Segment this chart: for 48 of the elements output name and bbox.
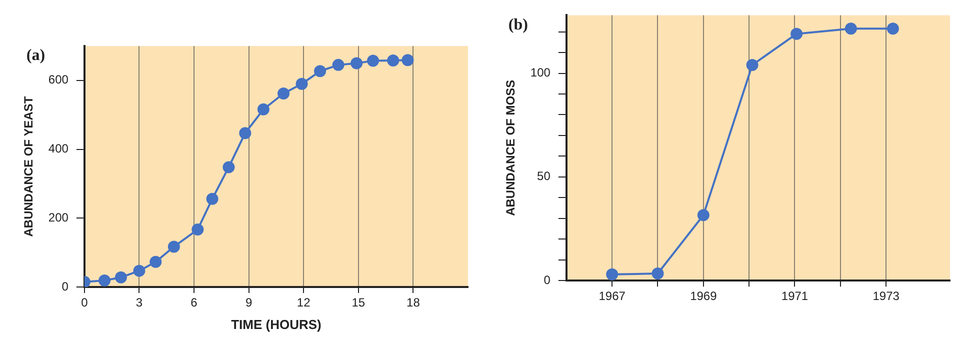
y-tick-label: 100 [530,66,551,80]
point [150,256,162,268]
chart-title: (a) [26,47,46,64]
chart-title: (b) [508,16,528,34]
x-tick-label: 3 [136,296,143,310]
x-tick-label: 9 [245,296,252,310]
point [192,224,204,236]
point [606,268,618,280]
y-tick-label: 0 [544,272,551,287]
point [278,88,290,100]
point [206,192,218,205]
x-tick-label: 0 [81,296,88,310]
x-tick-label: 6 [190,296,198,310]
point [257,103,270,116]
point [387,54,400,66]
y-tick-label: 200 [48,210,69,224]
y-tick-label: 0 [62,279,69,294]
x-tick-label: 1967 [598,289,626,304]
x-tick-label: 12 [296,296,311,310]
x-axis-title: TIME (HOURS) [231,316,322,332]
point [844,22,857,35]
x-tick-label: 1969 [690,289,718,304]
point [98,274,111,286]
point [790,28,803,40]
y-axis-title: ABUNDANCE OF MOSS [504,80,518,216]
x-tick-label: 1973 [872,289,900,304]
x-tick-label: 1971 [781,289,808,304]
point [239,127,252,140]
point [350,57,363,70]
point [114,271,127,284]
point [697,209,710,222]
point [746,58,758,71]
y-axis-title: ABUNDANCE OF YEAST [22,96,36,237]
point [367,54,380,67]
x-tick-label: 18 [406,296,420,310]
point [133,264,146,277]
point [652,268,664,280]
point [222,161,235,174]
point [402,54,414,66]
point [332,58,344,71]
x-tick-label: 15 [352,296,366,310]
y-tick-label: 50 [537,169,551,184]
point [314,65,326,78]
point [296,78,308,90]
point [886,22,899,35]
point [168,240,180,253]
y-tick-label: 600 [48,72,69,87]
y-tick-label: 400 [48,142,69,156]
